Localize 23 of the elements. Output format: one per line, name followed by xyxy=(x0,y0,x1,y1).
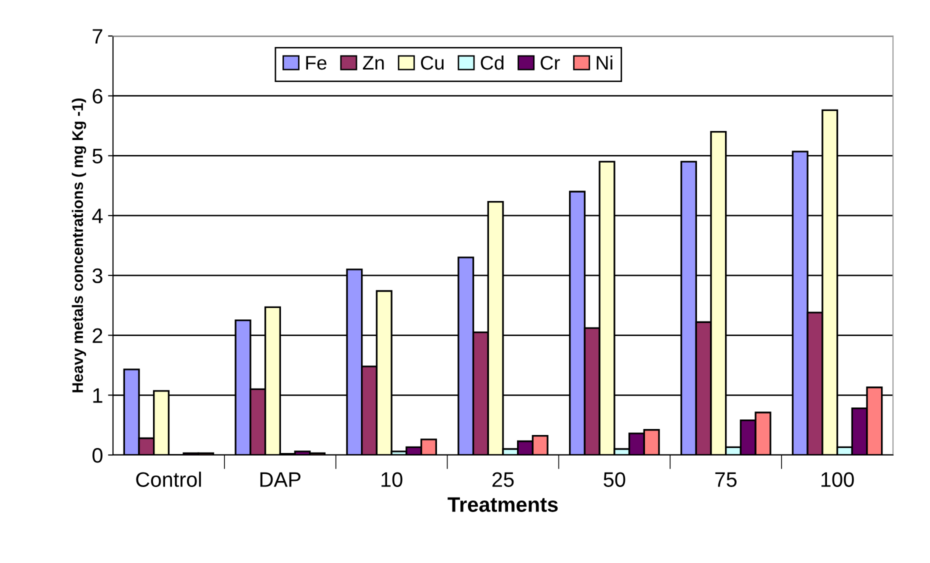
legend-label: Cu xyxy=(420,56,444,70)
x-tick-label: 50 xyxy=(604,472,626,487)
y-tick-label: 7 xyxy=(92,29,102,44)
x-tick-label: 25 xyxy=(492,472,514,487)
x-tick-label: 10 xyxy=(382,472,402,487)
y-tick-label: 2 xyxy=(92,328,102,343)
legend-label: Cr xyxy=(540,56,560,70)
y-tick-label: 1 xyxy=(93,388,102,403)
y-tick-label: 4 xyxy=(92,208,103,224)
legend-label: Fe xyxy=(306,56,326,70)
y-tick-label: 3 xyxy=(92,268,102,284)
y-tick-label: 5 xyxy=(92,148,102,164)
x-tick-label: 75 xyxy=(715,472,737,487)
legend-label: Ni xyxy=(596,55,612,70)
x-axis-title: Treatments xyxy=(448,497,558,512)
y-tick-label: 0 xyxy=(92,448,102,463)
y-tick-label: 6 xyxy=(92,88,102,104)
y-axis-title: Heavy metals concentrations ( mg Kg -1) xyxy=(72,98,86,392)
legend-label: Cd xyxy=(480,55,504,70)
x-tick-label: Control xyxy=(136,472,201,487)
legend-label: Zn xyxy=(362,56,384,70)
x-tick-label: DAP xyxy=(260,472,300,487)
x-tick-label: 100 xyxy=(821,472,854,487)
